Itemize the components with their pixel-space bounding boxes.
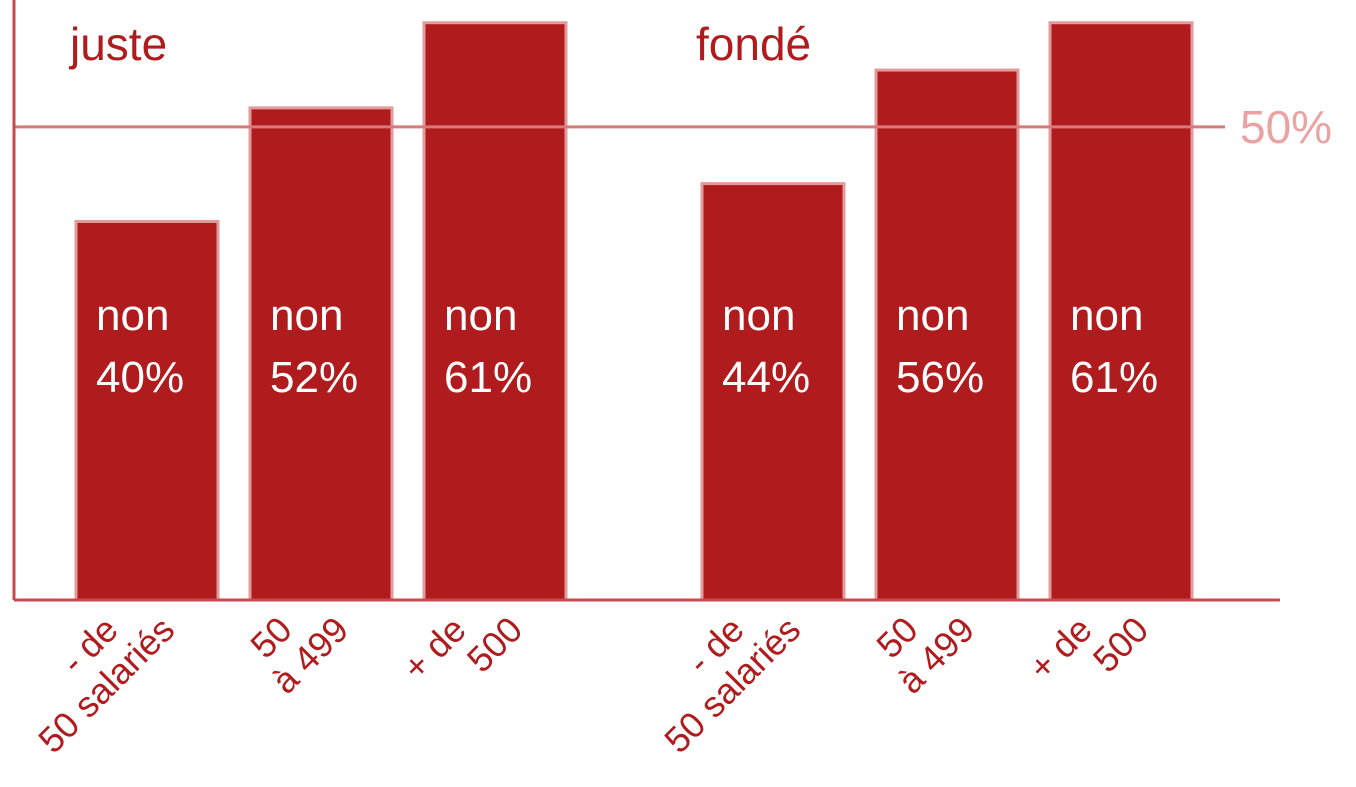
group-title: fondé (696, 18, 811, 70)
bar (74, 219, 220, 602)
value-label: 40% (96, 353, 184, 402)
value-label: non (896, 291, 969, 340)
value-label: non (722, 291, 795, 340)
value-label: non (270, 291, 343, 340)
x-tick-label-line: 500 (459, 609, 530, 680)
value-label: non (444, 291, 517, 340)
value-label: 52% (270, 353, 358, 402)
group-title: juste (68, 18, 167, 70)
value-label: non (1070, 291, 1143, 340)
bar (700, 182, 846, 602)
bar (1048, 21, 1194, 602)
bar (874, 68, 1020, 602)
y-tick-label: 50% (1240, 101, 1332, 153)
value-label: 61% (444, 353, 532, 402)
bar (422, 21, 568, 602)
x-tick-label-line: 500 (1085, 609, 1156, 680)
value-label: 44% (722, 353, 810, 402)
value-label: 61% (1070, 353, 1158, 402)
value-label: non (96, 291, 169, 340)
value-label: 56% (896, 353, 984, 402)
